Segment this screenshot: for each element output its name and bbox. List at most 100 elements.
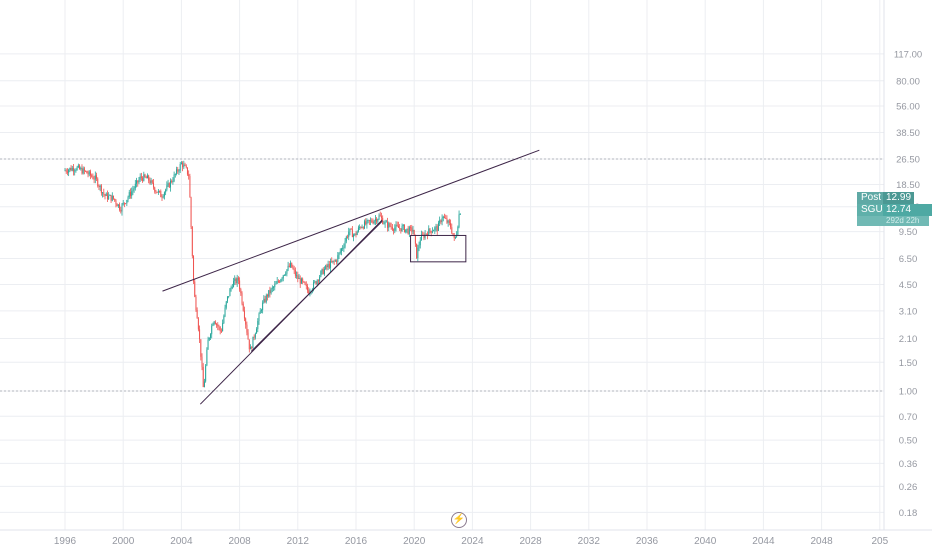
y-tick-label: 1.00	[899, 387, 918, 398]
candle-body	[220, 330, 222, 332]
candle-body	[411, 227, 413, 232]
candle-body	[222, 323, 224, 332]
candle-body	[394, 227, 396, 231]
candle-body	[218, 326, 220, 328]
candle-body	[373, 220, 375, 224]
lightning-icon[interactable]: ⚡	[451, 512, 467, 528]
candle-body	[190, 197, 192, 227]
candle-body	[243, 310, 245, 319]
candle-body	[163, 192, 165, 197]
candle-body	[444, 216, 446, 218]
candle-body	[146, 175, 148, 179]
candle-body	[229, 289, 231, 297]
candle-body	[265, 295, 267, 302]
candle-body	[293, 268, 295, 271]
candle-body	[212, 324, 214, 326]
candle-body	[260, 310, 262, 311]
y-tick-label: 26.50	[896, 155, 920, 166]
candle-body	[349, 228, 351, 232]
candle-body	[153, 182, 155, 188]
candle-body	[242, 303, 244, 311]
candle-body	[233, 281, 235, 288]
x-tick-label: 2028	[519, 536, 542, 547]
candle-body	[390, 226, 392, 228]
candle-body	[305, 284, 307, 286]
candle-body	[99, 185, 101, 187]
candle-body	[328, 264, 330, 268]
candle-body	[389, 223, 391, 227]
candle-body	[431, 231, 433, 233]
candle-body	[316, 280, 318, 285]
y-tick-label: 0.36	[899, 459, 918, 470]
candle-body	[115, 200, 117, 204]
candle-body	[355, 233, 357, 235]
candle-body	[126, 199, 128, 204]
candle-body	[98, 186, 100, 187]
candle-body	[105, 193, 107, 196]
candle-body	[167, 183, 169, 186]
candle-body	[137, 180, 139, 183]
candle-body	[154, 187, 156, 192]
candle-body	[326, 265, 328, 268]
candle-body	[371, 220, 373, 223]
candle-body	[172, 180, 174, 183]
candle-body	[106, 193, 108, 200]
candle-body	[225, 301, 227, 308]
candle-body	[65, 170, 67, 172]
candle-body	[180, 162, 182, 165]
candle-body	[427, 233, 429, 236]
candle-body	[383, 223, 385, 225]
candle-body	[334, 260, 336, 262]
candle-body	[133, 188, 135, 190]
candle-body	[86, 171, 88, 174]
candle-body	[128, 192, 130, 198]
candle-body	[199, 329, 201, 340]
x-tick-label: 2032	[578, 536, 601, 547]
candle-body	[296, 275, 298, 277]
candle-body	[177, 169, 179, 172]
candle-body	[441, 217, 443, 223]
candle-body	[385, 221, 387, 223]
candle-body	[239, 280, 241, 290]
candle-body	[69, 167, 71, 170]
candle-body	[247, 332, 249, 340]
candle-body	[377, 219, 379, 222]
candle-body	[179, 164, 181, 171]
x-tick-label: 2008	[228, 536, 251, 547]
candle-body	[447, 220, 449, 223]
candle-body	[174, 173, 176, 175]
candle-body	[459, 213, 461, 215]
candle-body	[184, 164, 186, 166]
candle-body	[224, 307, 226, 317]
candle-body	[343, 246, 345, 249]
y-tick-label: 0.70	[899, 412, 918, 423]
candle-body	[268, 290, 270, 297]
candle-body	[258, 313, 260, 322]
candle-body	[430, 230, 432, 233]
candle-body	[241, 293, 243, 304]
candle-body	[275, 283, 277, 285]
candle-body	[219, 327, 221, 331]
candle-body	[213, 321, 215, 325]
candle-body	[134, 183, 136, 189]
candle-body	[211, 325, 213, 335]
candle-body	[210, 334, 211, 338]
candle-body	[77, 165, 79, 168]
candle-body	[120, 209, 122, 212]
candle-body	[323, 269, 325, 275]
candle-body	[314, 281, 316, 283]
candle-body	[393, 229, 395, 231]
candle-body	[402, 225, 404, 227]
candle-body	[317, 280, 319, 282]
candle-body	[428, 228, 430, 236]
candle-body	[127, 197, 129, 200]
candle-body	[185, 165, 187, 168]
candle-body	[270, 288, 272, 294]
candle-body	[145, 176, 147, 179]
candle-body	[320, 271, 322, 277]
candle-body	[406, 228, 408, 230]
x-tick-label: 2040	[694, 536, 717, 547]
candle-body	[408, 227, 410, 234]
candle-body	[416, 243, 418, 259]
